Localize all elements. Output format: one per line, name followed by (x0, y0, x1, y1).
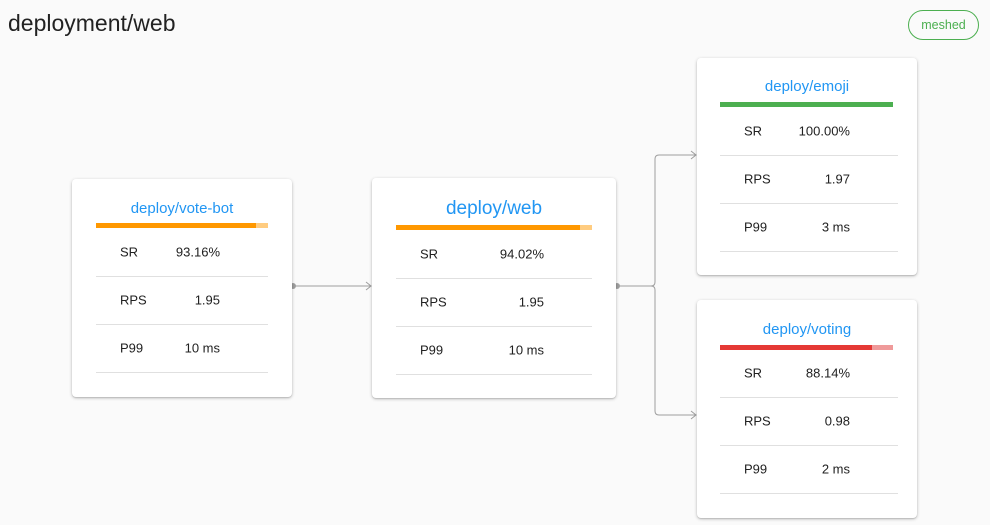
metric-value: 88.14% (805, 365, 850, 381)
metric-value: 10 ms (184, 340, 220, 356)
node-name-link[interactable]: deploy/voting (762, 321, 852, 338)
metric-label: SR (744, 365, 763, 381)
metric-label: P99 (744, 461, 768, 477)
node-card-web[interactable]: deploy/web SR 94.02% RPS 1.95 P99 10 ms (372, 178, 616, 398)
success-rate-bar (396, 225, 592, 230)
success-rate-bar (720, 345, 893, 350)
metric-row-sr: SR 88.14% (720, 349, 898, 398)
node-name-link[interactable]: deploy/vote-bot (130, 200, 234, 217)
metric-row-p99: P99 3 ms (720, 203, 898, 252)
metric-value: 1.97 (824, 171, 850, 187)
edge-web-to-voting (616, 285, 696, 416)
metric-label: P99 (120, 340, 144, 356)
metric-label: RPS (420, 294, 447, 310)
page-title: deployment/web (8, 10, 176, 36)
metric-value: 1.95 (518, 294, 544, 310)
node-card-emoji[interactable]: deploy/emoji SR 100.00% RPS 1.97 P99 3 ms (697, 58, 917, 275)
node-name-link[interactable]: deploy/emoji (764, 78, 850, 95)
metric-label: RPS (744, 171, 771, 187)
node-card-vote-bot[interactable]: deploy/vote-bot SR 93.16% RPS 1.95 P99 10 m… (72, 179, 292, 397)
metric-row-sr: SR 93.16% (96, 228, 268, 277)
node-name-link[interactable]: deploy/web (445, 198, 543, 219)
metric-row-sr: SR 94.02% (396, 230, 592, 279)
metric-row-rps: RPS 1.95 (396, 278, 592, 327)
metric-label: SR (120, 244, 139, 260)
success-rate-bar (720, 102, 893, 107)
node-card-voting[interactable]: deploy/voting SR 88.14% RPS 0.98 P99 2 ms (697, 300, 917, 518)
success-rate-bar (96, 223, 268, 228)
metric-row-sr: SR 100.00% (720, 107, 898, 156)
metric-label: RPS (744, 413, 771, 429)
edge-web-to-emoji (616, 154, 696, 287)
metric-row-p99: P99 10 ms (96, 324, 268, 373)
metric-label: P99 (420, 342, 444, 358)
metric-label: RPS (120, 292, 147, 308)
metric-row-rps: RPS 1.97 (720, 155, 898, 204)
metric-value: 3 ms (821, 219, 850, 235)
metric-value: 94.02% (499, 246, 544, 262)
metric-value: 1.95 (194, 292, 220, 308)
metric-label: SR (744, 123, 763, 139)
metric-row-rps: RPS 1.95 (96, 276, 268, 325)
metric-value: 0.98 (824, 413, 850, 429)
metric-value: 10 ms (508, 342, 544, 358)
metric-value: 2 ms (821, 461, 850, 477)
metric-label: SR (420, 246, 439, 262)
metric-value: 93.16% (175, 244, 220, 260)
metric-row-p99: P99 10 ms (396, 326, 592, 375)
meshed-badge: meshed (908, 10, 979, 40)
metric-row-p99: P99 2 ms (720, 445, 898, 494)
metric-row-rps: RPS 0.98 (720, 397, 898, 446)
metric-value: 100.00% (798, 123, 850, 139)
metric-label: P99 (744, 219, 768, 235)
